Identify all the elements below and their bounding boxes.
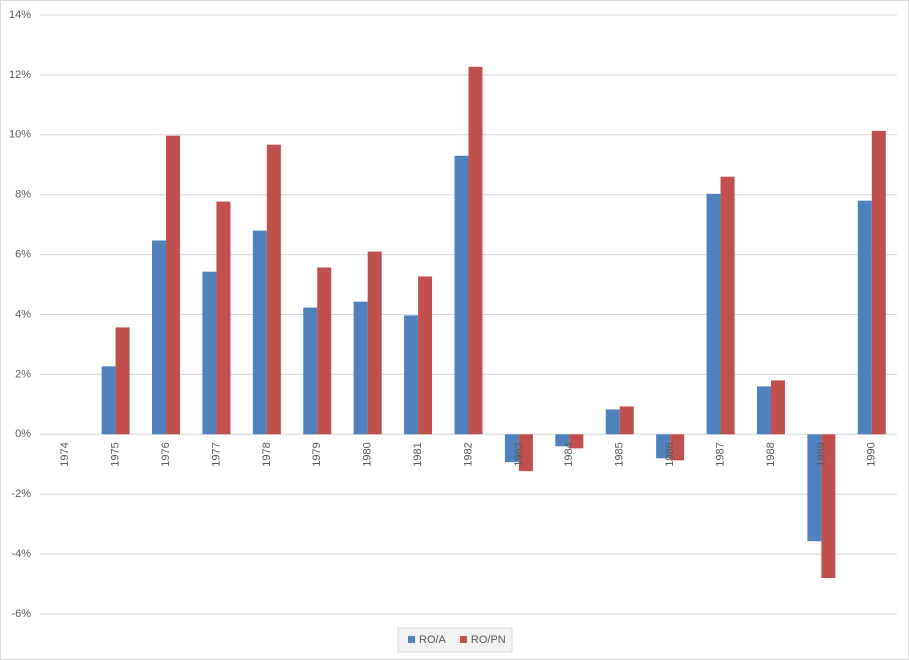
bar	[569, 434, 584, 449]
bar	[404, 315, 419, 435]
y-tick-label: 6%	[15, 249, 31, 261]
bar	[115, 327, 130, 435]
x-tick-label: 1990	[866, 442, 878, 466]
bar	[101, 366, 116, 435]
bar	[266, 144, 281, 435]
bar	[670, 434, 685, 461]
bar	[367, 251, 382, 435]
x-tick-label: 1982	[462, 442, 474, 466]
bar	[317, 267, 332, 435]
bar	[720, 176, 735, 435]
x-tick-label: 1974	[59, 442, 71, 466]
bar	[706, 193, 721, 435]
bar	[807, 434, 822, 542]
x-tick-label: 1986	[664, 442, 676, 466]
x-tick-label: 1988	[765, 442, 777, 466]
x-tick-label: 1977	[210, 442, 222, 466]
bar	[166, 135, 181, 435]
bar	[871, 130, 886, 435]
bar	[821, 434, 836, 579]
bar	[857, 200, 872, 435]
x-tick-label: 1983	[513, 442, 525, 466]
bar	[353, 301, 368, 435]
y-tick-label: 14%	[9, 9, 31, 21]
x-tick-label: 1984	[563, 442, 575, 466]
x-tick-label: 1976	[160, 442, 172, 466]
x-tick-label: 1987	[714, 442, 726, 466]
legend-swatch	[459, 636, 467, 643]
bar	[555, 434, 570, 447]
bar	[756, 386, 771, 435]
x-tick-label: 1980	[362, 442, 374, 466]
bar	[656, 434, 671, 459]
y-tick-label: 4%	[15, 308, 31, 320]
y-tick-label: 12%	[9, 69, 31, 81]
bar	[303, 307, 318, 435]
x-tick-label: 1981	[412, 442, 424, 466]
bar	[518, 434, 533, 472]
y-tick-label: -2%	[11, 488, 31, 500]
y-tick-label: 8%	[15, 189, 31, 201]
bar	[152, 240, 167, 435]
y-tick-label: 2%	[15, 368, 31, 380]
bar	[468, 66, 483, 435]
bar	[619, 406, 634, 435]
legend-label: RO/A	[419, 634, 447, 646]
x-tick-label: 1978	[261, 442, 273, 466]
bar	[216, 201, 231, 435]
legend-label: RO/PN	[471, 634, 506, 646]
legend-swatch	[408, 636, 415, 643]
bar	[202, 271, 217, 435]
legend: RO/A RO/PN	[397, 627, 513, 653]
y-tick-label: -4%	[11, 548, 31, 560]
bar	[454, 155, 469, 435]
y-tick-label: 0%	[15, 428, 31, 440]
x-tick-label: 1975	[110, 442, 122, 466]
bar	[418, 276, 433, 435]
x-tick-label: 1989	[815, 442, 827, 466]
y-tick-label: 10%	[9, 129, 31, 141]
x-tick-label: 1979	[311, 442, 323, 466]
y-tick-label: -6%	[11, 608, 31, 620]
x-tick-label: 1985	[614, 442, 626, 466]
bar	[252, 230, 267, 435]
bar	[770, 380, 785, 435]
bar	[504, 434, 519, 463]
legend-box	[397, 627, 513, 653]
bar	[605, 409, 620, 435]
